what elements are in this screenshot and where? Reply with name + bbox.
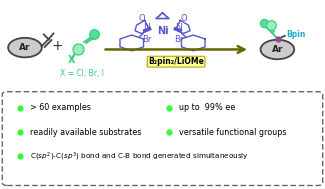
Text: O: O	[138, 14, 145, 23]
Text: Ni: Ni	[157, 26, 168, 36]
Circle shape	[8, 38, 42, 57]
Text: Br: Br	[174, 35, 183, 44]
Text: readily available substrates: readily available substrates	[30, 128, 141, 136]
Text: B₂pin₂/LiOMe: B₂pin₂/LiOMe	[148, 57, 204, 66]
Text: up to  99% ee: up to 99% ee	[179, 103, 235, 112]
Text: Ar: Ar	[19, 43, 31, 52]
Text: X: X	[68, 55, 75, 65]
Text: N: N	[144, 23, 150, 32]
FancyBboxPatch shape	[2, 92, 323, 185]
Text: > 60 examples: > 60 examples	[30, 103, 91, 112]
Text: Br: Br	[142, 35, 151, 44]
Text: C($sp^2$)-C($sp^3$) bond and C-B bond generated simultaneously: C($sp^2$)-C($sp^3$) bond and C-B bond ge…	[30, 150, 249, 163]
Text: versatile functional groups: versatile functional groups	[179, 128, 286, 136]
Text: Bpin: Bpin	[286, 30, 306, 39]
Text: Ar: Ar	[272, 45, 283, 54]
Text: N: N	[175, 23, 181, 32]
Text: O: O	[180, 14, 187, 23]
Text: X = Cl, Br, I: X = Cl, Br, I	[59, 69, 104, 78]
Circle shape	[261, 40, 294, 59]
Text: +: +	[52, 39, 63, 53]
